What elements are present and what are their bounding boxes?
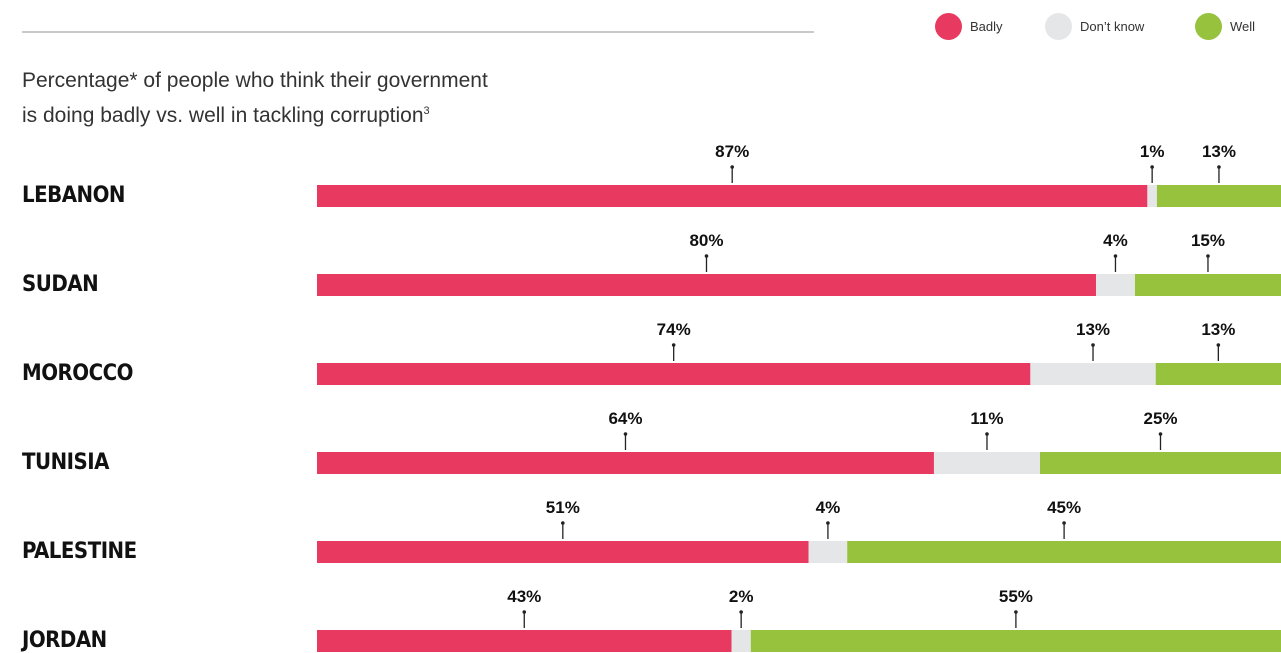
- bar-palestine-well: [847, 541, 1281, 563]
- subtitle-line1: Percentage* of people who think their go…: [22, 69, 488, 92]
- legend-item-dont-know: Don’t know: [1045, 13, 1144, 40]
- bar-sudan-badly: [317, 274, 1096, 296]
- leader-dot-palestine-don-t-know: [826, 521, 830, 525]
- value-label-morocco-badly: 74%: [657, 320, 691, 339]
- leader-dot-jordan-don-t-know: [739, 610, 743, 614]
- leader-dot-lebanon-don-t-know: [1150, 165, 1154, 169]
- category-label-tunisia: TUNISIA: [22, 450, 109, 475]
- leader-dot-palestine-badly: [561, 521, 565, 525]
- leader-dot-morocco-badly: [671, 343, 676, 347]
- value-label-palestine-badly: 51%: [546, 498, 580, 517]
- value-label-tunisia-don-t-know: 11%: [970, 409, 1003, 428]
- bar-jordan-don-t-know: [731, 630, 751, 652]
- footnote-mark: 3: [423, 105, 430, 117]
- value-label-palestine-well: 45%: [1047, 498, 1081, 517]
- bar-tunisia-badly: [317, 452, 934, 474]
- value-label-morocco-well: 13%: [1201, 320, 1235, 339]
- value-label-morocco-don-t-know: 13%: [1076, 320, 1110, 339]
- value-label-tunisia-badly: 64%: [608, 409, 642, 428]
- leader-dot-sudan-well: [1206, 254, 1210, 258]
- value-label-lebanon-well: 13%: [1202, 142, 1236, 161]
- header-divider: [22, 31, 814, 33]
- bar-morocco-well: [1155, 363, 1281, 385]
- category-label-jordan: JORDAN: [22, 628, 107, 653]
- legend-label-well: Well: [1230, 19, 1256, 34]
- legend-swatch-badly: [935, 13, 962, 40]
- chart-subtitle: Percentage* of people who think their go…: [22, 66, 622, 131]
- subtitle-line2: is doing badly vs. well in tackling corr…: [22, 104, 424, 127]
- category-label-morocco: MOROCCO: [22, 361, 133, 386]
- value-label-tunisia-well: 25%: [1143, 409, 1177, 428]
- bar-lebanon-badly: [317, 185, 1148, 207]
- value-label-lebanon-don-t-know: 1%: [1140, 142, 1165, 161]
- value-label-lebanon-badly: 87%: [715, 142, 749, 161]
- value-label-jordan-badly: 43%: [507, 587, 541, 606]
- legend-swatch-well: [1195, 13, 1222, 40]
- bar-palestine-don-t-know: [808, 541, 848, 563]
- legend-item-well: Well: [1195, 13, 1255, 40]
- legend-label-badly: Badly: [970, 19, 1003, 34]
- value-label-sudan-don-t-know: 4%: [1103, 231, 1128, 250]
- leader-dot-sudan-don-t-know: [1113, 254, 1118, 258]
- bar-tunisia-don-t-know: [933, 452, 1040, 474]
- bar-jordan-well: [750, 630, 1281, 652]
- bar-sudan-don-t-know: [1095, 274, 1135, 296]
- leader-dot-palestine-well: [1062, 521, 1066, 525]
- bar-lebanon-don-t-know: [1147, 185, 1157, 207]
- value-label-jordan-don-t-know: 2%: [729, 587, 754, 606]
- leader-dot-jordan-badly: [522, 610, 527, 614]
- leader-dot-morocco-don-t-know: [1091, 343, 1095, 347]
- bar-palestine-badly: [317, 541, 809, 563]
- leader-dot-jordan-well: [1014, 610, 1018, 614]
- bar-tunisia-well: [1040, 452, 1281, 474]
- leader-dot-tunisia-badly: [623, 432, 628, 436]
- value-label-sudan-well: 15%: [1191, 231, 1225, 250]
- bar-lebanon-well: [1156, 185, 1281, 207]
- bar-morocco-don-t-know: [1030, 363, 1156, 385]
- value-label-sudan-badly: 80%: [689, 231, 723, 250]
- leader-dot-sudan-badly: [704, 254, 709, 258]
- bar-morocco-badly: [317, 363, 1031, 385]
- bar-sudan-well: [1134, 274, 1281, 296]
- legend-label-dont-know: Don’t know: [1080, 19, 1145, 34]
- leader-dot-lebanon-well: [1217, 165, 1221, 169]
- leader-dot-tunisia-don-t-know: [985, 432, 989, 436]
- legend: Badly Don’t know Well: [0, 13, 1281, 43]
- legend-item-badly: Badly: [935, 13, 1003, 40]
- leader-dot-tunisia-well: [1158, 432, 1163, 436]
- category-label-palestine: PALESTINE: [22, 539, 137, 564]
- value-label-jordan-well: 55%: [999, 587, 1033, 606]
- bar-jordan-badly: [317, 630, 732, 652]
- leader-dot-morocco-well: [1216, 343, 1221, 347]
- category-label-lebanon: LEBANON: [22, 183, 126, 208]
- value-label-palestine-don-t-know: 4%: [816, 498, 841, 517]
- legend-swatch-dont-know: [1045, 13, 1072, 40]
- leader-dot-lebanon-badly: [730, 165, 734, 169]
- category-label-sudan: SUDAN: [22, 272, 99, 297]
